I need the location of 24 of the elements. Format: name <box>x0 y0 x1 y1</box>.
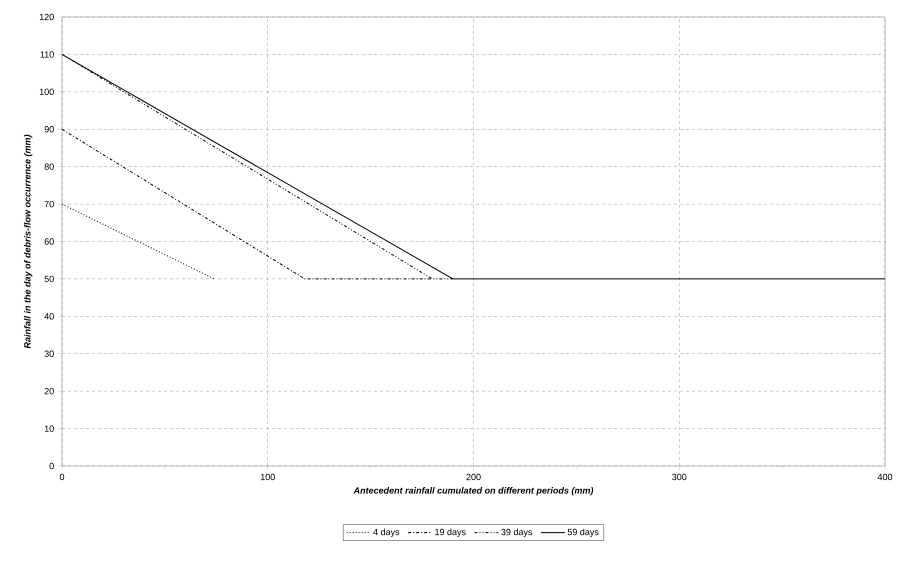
y-tick-label: 40 <box>44 313 54 320</box>
legend-label: 39 days <box>501 528 532 537</box>
y-tick-label: 110 <box>40 51 54 58</box>
y-tick-label: 120 <box>40 14 54 20</box>
x-tick-label: 300 <box>672 474 686 480</box>
x-tick-label: 400 <box>878 474 892 480</box>
x-tick-label: 100 <box>260 474 275 480</box>
x-tick-label: 200 <box>466 474 481 480</box>
y-tick-label: 80 <box>44 163 54 170</box>
y-tick-label: 90 <box>44 126 54 132</box>
y-axis-title: Rainfall in the day of debris-flow occurrence (mm) <box>24 134 32 348</box>
legend-label: 59 days <box>568 528 599 537</box>
y-tick-label: 70 <box>44 200 54 208</box>
legend-label: 4 days <box>373 528 400 537</box>
y-tick-label: 50 <box>44 276 54 282</box>
y-tick-label: 100 <box>40 88 54 96</box>
y-tick-label: 20 <box>44 388 54 394</box>
legend-label: 19 days <box>435 528 466 537</box>
x-tick-label: 0 <box>60 474 64 480</box>
x-axis-title: Antecedent rainfall cumulated on different periods (mm) <box>353 487 594 496</box>
y-tick-label: 60 <box>44 238 54 245</box>
y-tick-label: 10 <box>44 425 54 432</box>
y-tick-label: 0 <box>50 462 54 470</box>
y-tick-label: 30 <box>44 350 54 357</box>
